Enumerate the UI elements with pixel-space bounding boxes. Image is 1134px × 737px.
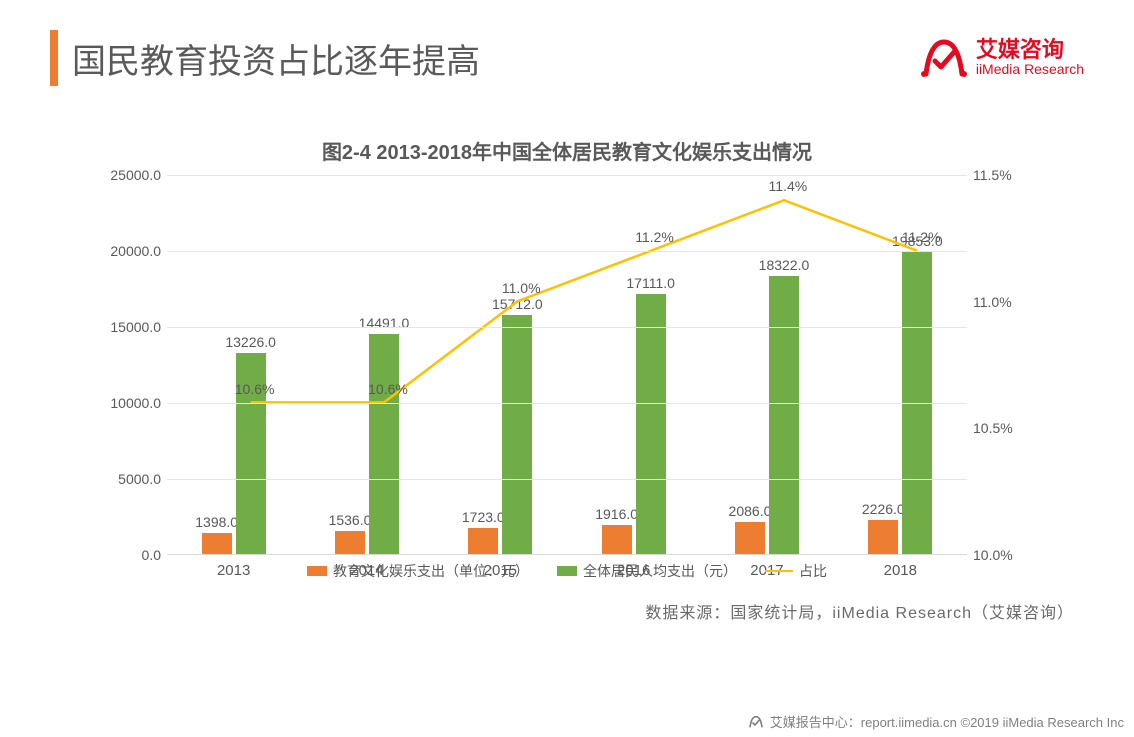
line-series xyxy=(167,175,967,554)
chart-title: 图2-4 2013-2018年中国全体居民教育文化娱乐支出情况 xyxy=(0,136,1134,165)
chart: 0.05000.010000.015000.020000.025000.0 10… xyxy=(77,175,1057,581)
legend-label: 全体居民人均支出（元） xyxy=(583,561,737,581)
line-label: 11.2% xyxy=(635,229,674,245)
y-right-tick: 11.0% xyxy=(973,294,1053,310)
logo-text: 艾媒咨询 iiMedia Research xyxy=(976,38,1084,78)
gridline xyxy=(167,327,967,328)
iimedia-footer-icon xyxy=(748,714,764,730)
footer-text: 艾媒报告中心：report.iimedia.cn ©2019 iiMedia R… xyxy=(770,712,1124,731)
accent-bar xyxy=(50,30,58,86)
y-left-tick: 25000.0 xyxy=(81,167,161,183)
y-axis-left: 0.05000.010000.015000.020000.025000.0 xyxy=(81,175,161,554)
line-label: 11.2% xyxy=(902,229,941,245)
iimedia-logo-icon xyxy=(920,34,968,82)
legend-swatch-icon xyxy=(557,566,577,576)
line-label: 10.6% xyxy=(235,381,275,397)
x-category: 2013 xyxy=(217,562,250,579)
x-category: 2014 xyxy=(350,562,383,579)
y-left-tick: 5000.0 xyxy=(81,471,161,487)
page-title: 国民教育投资占比逐年提高 xyxy=(72,34,480,83)
y-left-tick: 10000.0 xyxy=(81,395,161,411)
gridline xyxy=(167,175,967,176)
y-left-tick: 0.0 xyxy=(81,547,161,563)
x-category: 2015 xyxy=(484,562,517,579)
gridline xyxy=(167,251,967,252)
title-block: 国民教育投资占比逐年提高 xyxy=(50,30,480,86)
x-category: 2016 xyxy=(617,562,650,579)
gridline xyxy=(167,479,967,480)
y-right-tick: 11.5% xyxy=(973,167,1053,183)
legend-line-icon xyxy=(765,570,793,572)
line-label: 11.0% xyxy=(502,280,541,296)
footer: 艾媒报告中心：report.iimedia.cn ©2019 iiMedia R… xyxy=(748,712,1124,731)
logo-cn: 艾媒咨询 xyxy=(976,38,1084,62)
plot-area: 0.05000.010000.015000.020000.025000.0 10… xyxy=(167,175,967,555)
legend-label: 占比 xyxy=(799,561,827,581)
gridline xyxy=(167,403,967,404)
logo: 艾媒咨询 iiMedia Research xyxy=(920,34,1084,82)
legend-swatch-icon xyxy=(307,566,327,576)
y-right-tick: 10.5% xyxy=(973,420,1053,436)
header: 国民教育投资占比逐年提高 艾媒咨询 iiMedia Research xyxy=(0,0,1134,96)
logo-en: iiMedia Research xyxy=(976,62,1084,77)
y-axis-right: 10.0%10.5%11.0%11.5% xyxy=(973,175,1053,554)
data-source: 数据来源：国家统计局，iiMedia Research（艾媒咨询） xyxy=(0,599,1134,623)
x-category: 2018 xyxy=(884,562,917,579)
y-left-tick: 15000.0 xyxy=(81,319,161,335)
y-left-tick: 20000.0 xyxy=(81,243,161,259)
line-label: 10.6% xyxy=(368,381,408,397)
line-label: 11.4% xyxy=(769,178,808,194)
y-right-tick: 10.0% xyxy=(973,547,1053,563)
